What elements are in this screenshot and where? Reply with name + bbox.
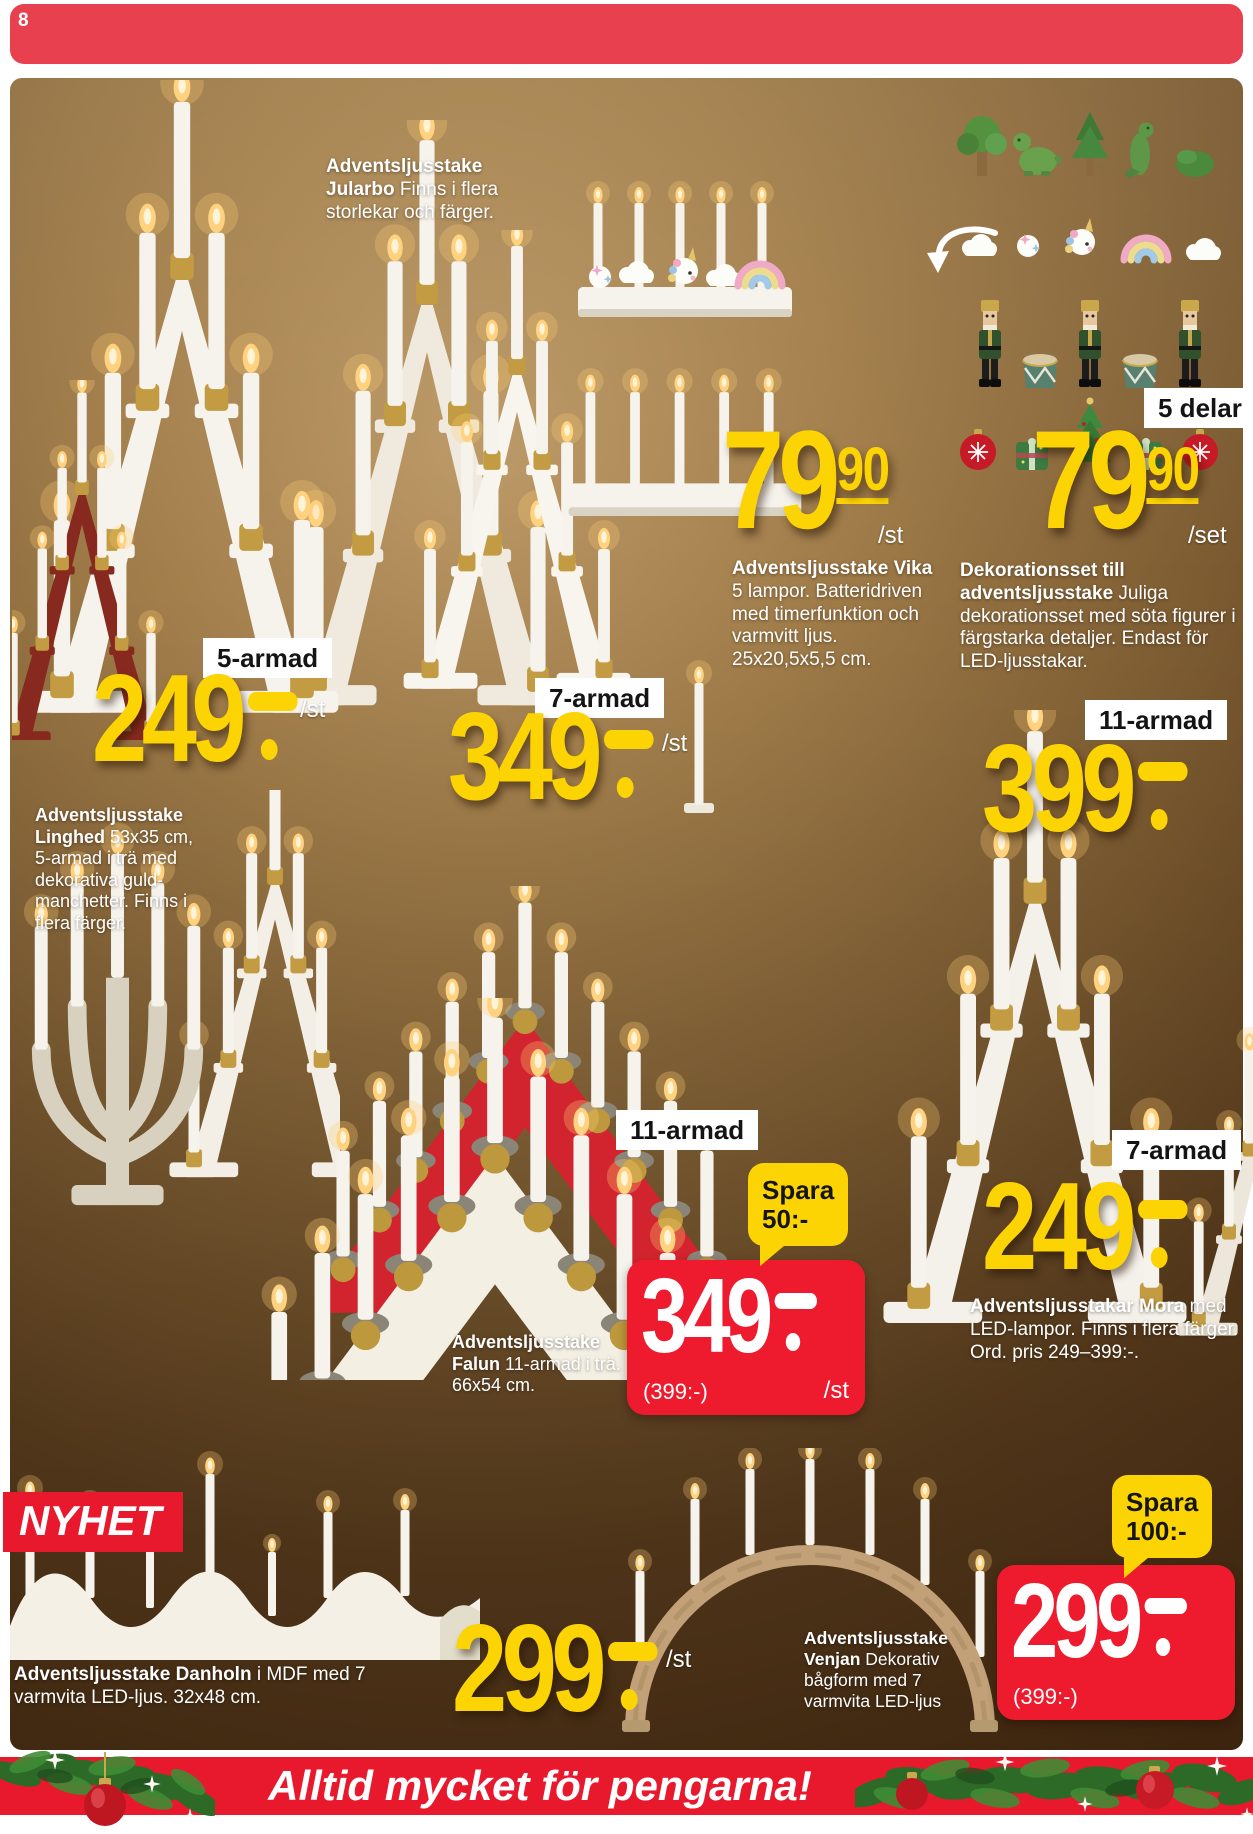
- venjan-sale-box: 299 (399:-): [997, 1565, 1235, 1720]
- danholn-wave-candleholder-image: [10, 1451, 480, 1660]
- falun-price-unit: /st: [823, 1377, 849, 1404]
- falun-old-price: (399:-): [643, 1379, 708, 1404]
- falun-sale-box: 349 (399:-) /st: [627, 1260, 865, 1415]
- krona-suffix-icon: [1144, 1594, 1187, 1658]
- jularbo-description: Adventsljusstake Jularbo Finns i flera s…: [326, 156, 516, 224]
- vika-description: Adventsljusstake Vika 5 lampor. Batterid…: [732, 558, 933, 671]
- krona-suffix-icon: [1138, 758, 1188, 832]
- deko-set-description: Dekorationsset till adventsljusstake Jul…: [960, 560, 1236, 673]
- venjan-price: 299: [1011, 1568, 1187, 1674]
- jularbo-11armad-price: 399: [982, 727, 1188, 851]
- header-bar: [10, 4, 1243, 64]
- jularbo-7armad-price: 349: [448, 695, 654, 819]
- deko-set-price: 7990: [1032, 401, 1200, 558]
- badge-5-armad: 5-armad: [203, 638, 333, 678]
- page-number: 8: [18, 10, 29, 31]
- badge-5-delar: 5 delar: [1144, 388, 1253, 428]
- badge-11-armad-2: 11-armad: [616, 1110, 759, 1150]
- linghed-price: 249: [92, 657, 298, 781]
- mora-description: Adventsljusstakar Mora med LED-lampor. F…: [970, 1296, 1239, 1363]
- store-tagline: Alltid mycket för pengarna!: [268, 1762, 812, 1809]
- danholn-price-unit: /st: [666, 1646, 692, 1673]
- linghed-price-unit: /st: [300, 696, 326, 723]
- product-desc: Finns i flera storlekar och färger.: [326, 178, 499, 223]
- single-candle-image: [684, 660, 714, 813]
- decoration-sets-image: [957, 112, 1221, 472]
- krona-suffix-icon: [248, 688, 298, 762]
- linghed-description: Adventsljusstake Linghed 53x35 cm, 5-arm…: [35, 805, 194, 933]
- garland-left-image: [0, 1750, 215, 1826]
- krona-suffix-icon: [1138, 1196, 1188, 1270]
- badge-7-armad-2: 7-armad: [1112, 1130, 1242, 1170]
- mora-price: 249: [982, 1165, 1188, 1289]
- nyhet-badge: NYHET: [3, 1492, 184, 1552]
- venjan-old-price: (399:-): [1013, 1684, 1078, 1709]
- badge-11-armad-1: 11-armad: [1085, 700, 1228, 740]
- product-name: Adventsljusstake Jularbo: [326, 156, 483, 200]
- krona-suffix-icon: [774, 1289, 817, 1353]
- badge-7-armad-1: 7-armad: [535, 678, 665, 718]
- danholn-description: Adventsljusstake Danholn i MDF med 7 var…: [14, 1664, 366, 1708]
- danholn-price: 299: [452, 1607, 658, 1731]
- falun-price: 349: [641, 1263, 817, 1369]
- krona-suffix-icon: [608, 1638, 658, 1712]
- krona-suffix-icon: [604, 726, 654, 800]
- jularbo-7armad-price-unit: /st: [662, 730, 688, 757]
- vika-price-unit: /st: [878, 522, 904, 549]
- deko-set-price-unit: /set: [1188, 522, 1227, 549]
- vika-price: 7990: [722, 401, 890, 558]
- garland-right-image: [855, 1752, 1253, 1821]
- venjan-description: Adventsljusstake Venjan Dekorativ bågfor…: [804, 1628, 948, 1711]
- save-100-bubble: Spara 100:-: [1112, 1475, 1213, 1559]
- falun-description: Adventsljusstake Falun 11-armad i trä. 6…: [452, 1332, 621, 1396]
- save-50-bubble: Spara 50:-: [748, 1163, 849, 1247]
- arrow-icon: [927, 226, 998, 273]
